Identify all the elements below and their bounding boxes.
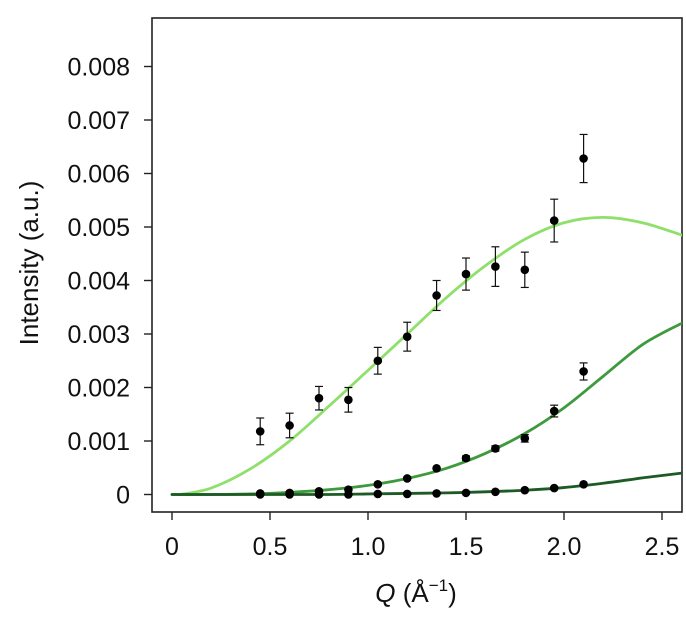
- y-tick-label-6: 0.006: [67, 161, 130, 189]
- data-point-series-3-0: [255, 490, 265, 499]
- data-point-series-3-10: [549, 483, 559, 493]
- plot-frame: [151, 17, 683, 513]
- data-point-series-2-8: [491, 444, 500, 453]
- x-tick-label-1: 0.5: [253, 533, 288, 561]
- data-point-series-3-1: [285, 490, 294, 499]
- data-point-series-1-3: [344, 395, 353, 405]
- data-point-series-2-10: [549, 406, 559, 416]
- fit-curves: [170, 215, 682, 496]
- data-point-series-1-1: [285, 421, 294, 430]
- x-axis-title-q: Q: [375, 578, 395, 608]
- data-point-series-3-6: [432, 489, 441, 498]
- data-point-series-3-8: [491, 487, 500, 497]
- data-point-series-3-9: [520, 485, 530, 495]
- x-tick-label-5: 2.5: [645, 533, 680, 561]
- data-point-series-3-7: [461, 488, 471, 498]
- error-bars: [256, 133, 588, 461]
- x-tick-label-4: 2.0: [547, 533, 582, 561]
- data-point-series-2-6: [432, 463, 441, 473]
- data-point-series-1-10: [549, 216, 559, 225]
- x-tick-label-2: 1.0: [351, 533, 386, 561]
- data-point-series-3-4: [373, 489, 383, 499]
- x-axis-ticks: 0 0.5 1.0 1.5 2.0 2.5: [165, 512, 679, 561]
- data-point-series-1-6: [432, 291, 441, 300]
- data-point-series-1-5: [402, 332, 412, 341]
- y-tick-label-5: 0.005: [67, 214, 130, 242]
- y-tick-label-8: 0.008: [67, 54, 130, 82]
- data-point-series-1-7: [461, 269, 471, 279]
- data-point-series-1-4: [373, 356, 383, 366]
- data-point-series-1-2: [314, 393, 324, 403]
- x-axis-title: Q (Å−1): [375, 576, 457, 608]
- data-points: [255, 154, 588, 499]
- x-tick-label-0: 0: [165, 533, 179, 561]
- fit-curve-series-1: [178, 215, 682, 496]
- data-point-series-1-0: [255, 427, 265, 436]
- data-point-series-3-11: [579, 480, 588, 489]
- data-point-series-2-4: [373, 480, 383, 489]
- data-point-series-2-7: [461, 453, 471, 463]
- data-point-series-3-5: [402, 489, 412, 499]
- y-tick-label-3: 0.003: [67, 321, 130, 349]
- data-point-series-2-11: [579, 367, 588, 376]
- x-axis-title-close: ): [448, 578, 457, 608]
- x-axis-title-unit: (Å: [395, 578, 429, 608]
- y-axis-title: Intensity (a.u.): [14, 181, 44, 346]
- y-axis-ticks: 0 0.001 0.002 0.003 0.004 0.005 0.006 0.007 0.00…: [67, 54, 152, 510]
- y-tick-label-2: 0.002: [67, 375, 130, 403]
- y-tick-label-1: 0.001: [67, 428, 130, 456]
- y-tick-label-7: 0.007: [67, 107, 130, 135]
- data-point-series-3-2: [314, 490, 324, 499]
- data-point-series-1-11: [579, 154, 588, 163]
- data-point-series-1-8: [491, 262, 500, 271]
- y-tick-label-4: 0.004: [67, 268, 130, 296]
- fit-curve-series-3: [170, 471, 682, 496]
- data-point-series-3-3: [344, 490, 353, 499]
- y-tick-label-0: 0: [116, 482, 130, 510]
- x-axis-title-exponent: −1: [429, 576, 448, 595]
- x-tick-label-3: 1.5: [449, 533, 484, 561]
- plot-frame-group: [151, 17, 683, 513]
- data-point-series-2-5: [402, 474, 412, 483]
- data-point-series-1-9: [520, 265, 530, 275]
- data-point-series-2-9: [520, 434, 530, 443]
